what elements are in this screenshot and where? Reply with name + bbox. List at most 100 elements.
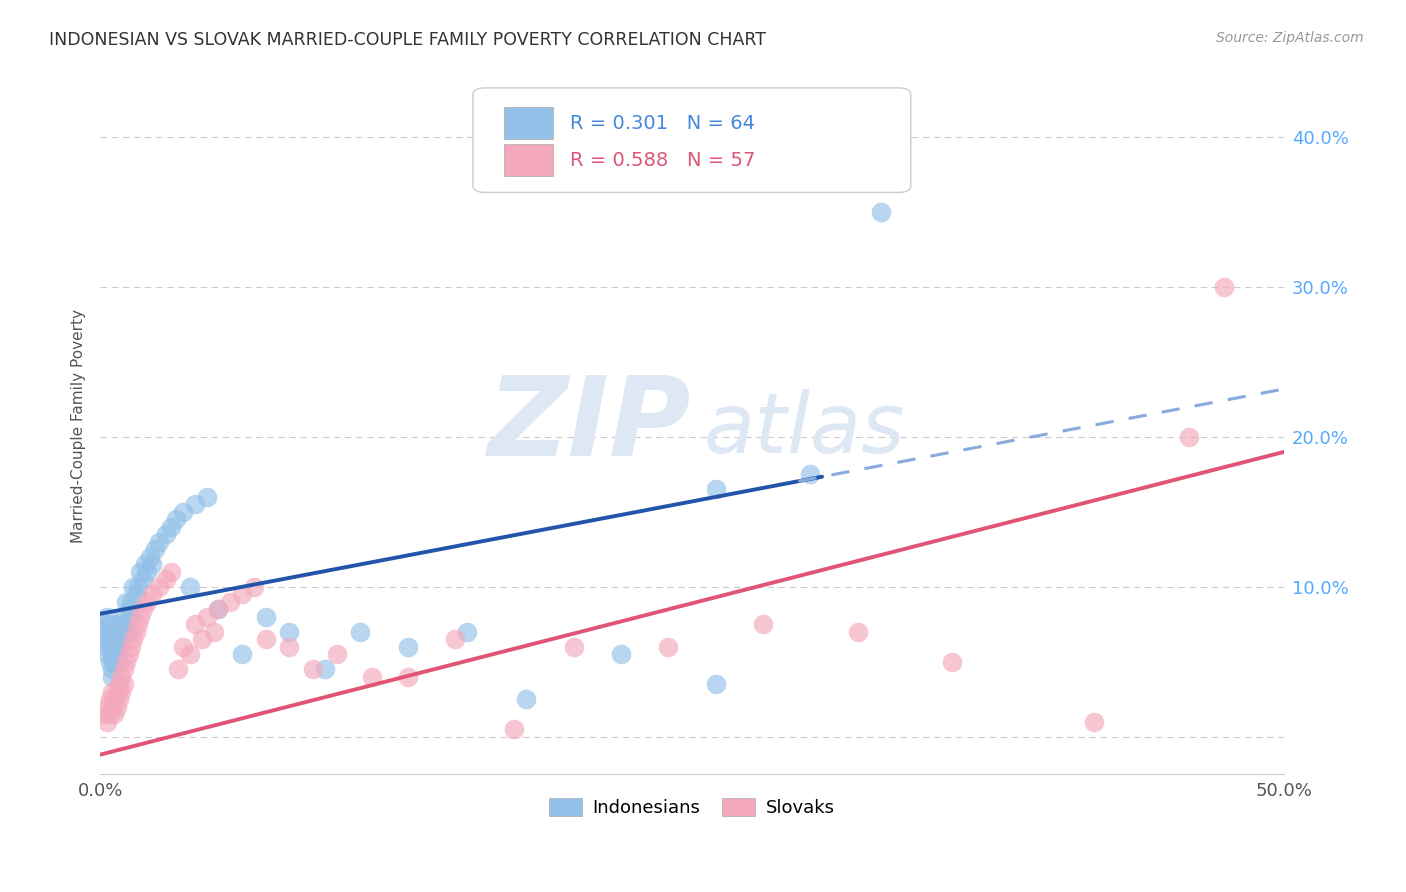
Point [112,677,135,691]
FancyBboxPatch shape [503,107,554,139]
Point [124,624,146,639]
Point [361,670,384,684]
Point [98,692,121,706]
Point [207,602,229,616]
Point [108,655,131,669]
Point [120,640,142,654]
Point [110,617,132,632]
Point [155,527,177,541]
Point [141,587,163,601]
Point [91,624,114,639]
Point [1178,430,1201,444]
Point [115,655,138,669]
Point [191,632,214,647]
Point [120,595,142,609]
Legend: Indonesians, Slovaks: Indonesians, Slovaks [543,790,842,824]
Point [155,572,177,586]
Point [278,624,301,639]
Point [94,617,117,632]
Point [124,587,146,601]
Point [136,565,159,579]
Point [136,595,159,609]
Point [160,565,183,579]
Point [129,609,152,624]
Point [103,624,125,639]
Point [112,662,135,676]
Point [141,558,163,572]
Point [98,617,121,632]
Point [515,692,537,706]
Point [115,595,138,609]
Text: Source: ZipAtlas.com: Source: ZipAtlas.com [1216,31,1364,45]
Point [134,558,156,572]
Point [103,707,125,722]
Point [184,498,207,512]
Point [96,699,118,714]
Point [110,670,132,684]
FancyBboxPatch shape [472,88,911,193]
Point [172,640,194,654]
Point [120,609,142,624]
Point [254,609,277,624]
Point [101,699,124,714]
Point [799,467,821,482]
Point [396,640,419,654]
Point [148,580,170,594]
Point [96,609,118,624]
Point [105,632,128,647]
Point [129,565,152,579]
Point [139,549,162,564]
Point [101,640,124,654]
Point [195,609,218,624]
Point [122,580,145,594]
Point [941,655,963,669]
Point [179,580,201,594]
Point [396,670,419,684]
Point [704,483,727,497]
Point [105,699,128,714]
Point [167,662,190,676]
Point [98,707,121,722]
Point [108,677,131,691]
Text: ZIP: ZIP [488,372,692,479]
Point [132,602,155,616]
Point [1213,280,1236,294]
Point [184,617,207,632]
Point [101,662,124,676]
Point [165,512,187,526]
Point [127,617,149,632]
Point [1083,714,1105,729]
Point [207,602,229,616]
Point [349,624,371,639]
Point [101,647,124,661]
Point [704,677,727,691]
Point [314,662,336,676]
Point [117,624,139,639]
Point [179,647,201,661]
FancyBboxPatch shape [503,145,554,177]
Point [98,655,121,669]
Point [117,602,139,616]
Point [456,624,478,639]
Point [160,520,183,534]
Point [110,632,132,647]
Point [657,640,679,654]
Point [326,647,349,661]
Point [96,640,118,654]
Point [148,535,170,549]
Point [231,587,253,601]
Point [108,640,131,654]
Point [254,632,277,647]
Point [98,632,121,647]
Point [143,542,166,557]
Point [105,684,128,698]
Text: R = 0.588   N = 57: R = 0.588 N = 57 [569,151,755,169]
Point [101,684,124,698]
Point [117,647,139,661]
Point [172,505,194,519]
Point [122,632,145,647]
Point [94,632,117,647]
Point [115,617,138,632]
Point [101,670,124,684]
Point [846,624,869,639]
